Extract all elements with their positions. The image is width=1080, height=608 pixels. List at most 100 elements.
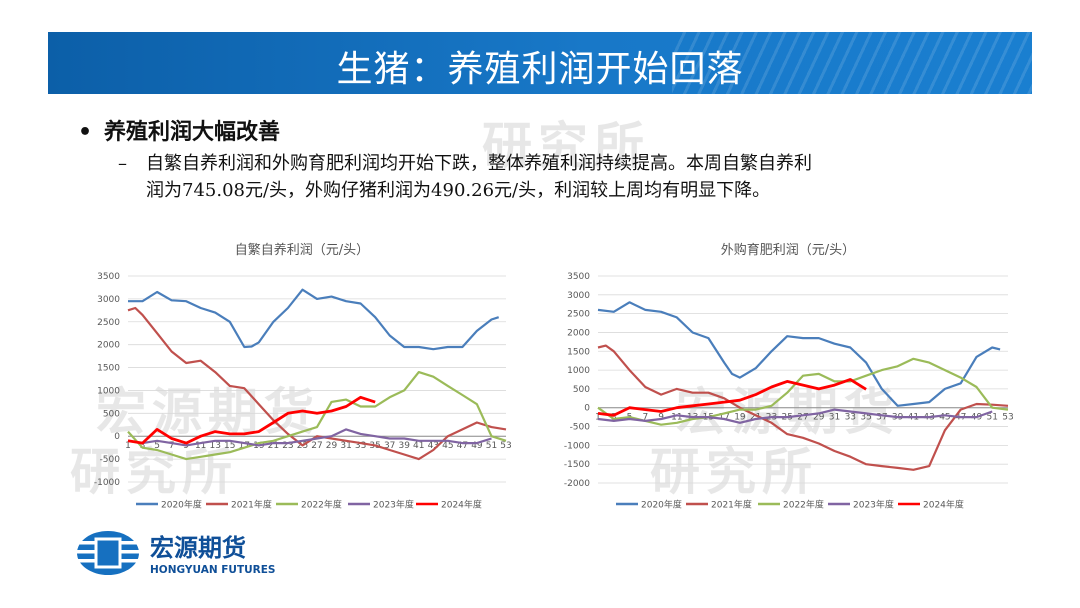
x-tick-label: 7 xyxy=(642,413,648,423)
x-tick-label: 17 xyxy=(239,441,250,451)
legend-item: 2021年度 xyxy=(686,499,752,511)
legend-item: 2021年度 xyxy=(206,499,272,511)
sub-bullet-line1: 自繁自养利润和外购育肥利润均开始下跌，整体养殖利润持续提高。本周自繁自养利 xyxy=(146,153,812,174)
x-tick-label: 13 xyxy=(210,441,221,451)
y-tick-label: 3500 xyxy=(97,272,120,282)
chart-self-breeding-profit: 自繁自养利润（元/头） 3500 3000 2500 2000 1500 1000 500 0 -… xyxy=(94,242,512,511)
legend-item: 2022年度 xyxy=(758,499,824,511)
legend-item: 2024年度 xyxy=(898,499,964,511)
y-tick-label: -1500 xyxy=(564,460,590,470)
x-tick-label: 47 xyxy=(457,441,468,451)
logo-en-text: HONGYUAN FUTURES xyxy=(150,564,275,576)
x-tick-label: 1 xyxy=(125,441,131,451)
x-tick-label: 43 xyxy=(428,441,439,451)
x-tick-label: 51 xyxy=(486,441,497,451)
legend-label: 2020年度 xyxy=(641,499,682,511)
legend-label: 2022年度 xyxy=(783,499,824,511)
x-tick-label: 49 xyxy=(471,441,483,451)
dash-icon: – xyxy=(118,153,127,174)
y-tick-label: 3000 xyxy=(97,295,120,305)
y-tick-label: 2000 xyxy=(567,328,590,338)
legend-item: 2024年度 xyxy=(416,499,482,511)
chart-title: 自繁自养利润（元/头） xyxy=(235,242,369,258)
gridlines xyxy=(598,275,1008,484)
x-tick-label: 37 xyxy=(384,441,395,451)
bullet-text: 养殖利润大幅改善 xyxy=(104,120,281,145)
legend-label: 2023年度 xyxy=(373,499,414,511)
x-tick-label: 7 xyxy=(169,441,175,451)
y-tick-label: -1000 xyxy=(564,441,590,451)
x-tick-label: 5 xyxy=(154,441,160,451)
legend-label: 2021年度 xyxy=(711,499,752,511)
sub-bullet: – 自繁自养利润和外购育肥利润均开始下跌，整体养殖利润持续提高。本周自繁自养利 润… xyxy=(118,150,1018,204)
x-tick-label: 51 xyxy=(987,413,998,423)
legend-label: 2023年度 xyxy=(853,499,894,511)
series-line xyxy=(597,378,867,417)
x-tick-label: 21 xyxy=(268,441,279,451)
banner-stripes xyxy=(672,32,1032,94)
series-line xyxy=(127,395,376,445)
x-tick-label: 33 xyxy=(845,413,856,423)
page-title: 生猪：养殖利润开始回落 xyxy=(336,49,744,90)
series-line xyxy=(127,371,507,461)
y-tick-label: 1500 xyxy=(567,347,590,357)
chart-title: 外购育肥利润（元/头） xyxy=(721,242,855,258)
series-line xyxy=(127,306,507,461)
y-tick-label: 500 xyxy=(573,385,590,395)
legend-item: 2023年度 xyxy=(828,499,894,511)
x-tick-label: 31 xyxy=(829,413,840,423)
x-tick-label: 27 xyxy=(797,413,808,423)
chart-purchased-fattening-profit: 外购育肥利润（元/头） 3500 3000 2500 2000 1500 1000 500 0 -… xyxy=(564,242,1014,511)
legend-item: 2020年度 xyxy=(616,499,682,511)
series-line xyxy=(128,288,500,351)
x-tick-label: 29 xyxy=(326,441,338,451)
x-tick-label: 53 xyxy=(500,441,511,451)
x-tick-label: 41 xyxy=(413,441,424,451)
x-tick-label: 53 xyxy=(1002,413,1013,423)
x-tick-label: 9 xyxy=(658,413,664,423)
y-tick-label: 0 xyxy=(584,404,590,414)
legend-label: 2022年度 xyxy=(301,499,342,511)
x-tick-label: 19 xyxy=(734,413,746,423)
x-tick-label: 35 xyxy=(860,413,871,423)
legend-label: 2021年度 xyxy=(231,499,272,511)
y-tick-label: 3500 xyxy=(567,272,590,282)
series-line xyxy=(127,428,492,447)
x-tick-label: 29 xyxy=(813,413,825,423)
x-tick-label: 17 xyxy=(718,413,729,423)
y-tick-label: 3000 xyxy=(567,291,590,301)
legend-label: 2020年度 xyxy=(161,499,202,511)
y-tick-label: 0 xyxy=(114,432,120,442)
x-tick-label: 45 xyxy=(442,441,453,451)
legend-label: 2024年度 xyxy=(923,499,964,511)
y-tick-label: -500 xyxy=(100,455,121,465)
x-tick-label: 11 xyxy=(195,441,206,451)
sub-bullet-line2: 润为745.08元/头，外购仔猪利润为490.26元/头，利润较上周均有明显下降… xyxy=(146,180,771,201)
logo-mark-icon xyxy=(77,531,139,575)
series-line xyxy=(597,357,1009,426)
company-logo: 宏源期货 HONGYUAN FUTURES xyxy=(77,531,275,576)
x-tick-label: 31 xyxy=(340,441,351,451)
y-tick-label: 2500 xyxy=(567,310,590,320)
y-tick-label: -500 xyxy=(570,423,591,433)
bullet-dot-icon: • xyxy=(78,120,93,145)
legend-item: 2022年度 xyxy=(276,499,342,511)
y-tick-label: -2000 xyxy=(564,479,590,489)
x-tick-label: 23 xyxy=(282,441,293,451)
y-tick-label: 500 xyxy=(103,409,120,419)
bullet-heading: • 养殖利润大幅改善 xyxy=(78,114,280,146)
x-tick-label: 39 xyxy=(399,441,411,451)
y-tick-label: 2000 xyxy=(97,341,120,351)
y-tick-label: 1500 xyxy=(97,364,120,374)
y-tick-label: 2500 xyxy=(97,318,120,328)
y-tick-label: 1000 xyxy=(567,366,590,376)
x-tick-label: 15 xyxy=(224,441,235,451)
x-tick-label: 37 xyxy=(876,413,887,423)
x-tick-label: 1 xyxy=(595,413,601,423)
x-tick-label: 21 xyxy=(750,413,761,423)
legend-item: 2020年度 xyxy=(136,499,202,511)
series-line xyxy=(597,344,1009,471)
x-tick-label: 11 xyxy=(671,413,682,423)
y-tick-label: -1000 xyxy=(94,478,120,488)
x-tick-label: 27 xyxy=(311,441,322,451)
